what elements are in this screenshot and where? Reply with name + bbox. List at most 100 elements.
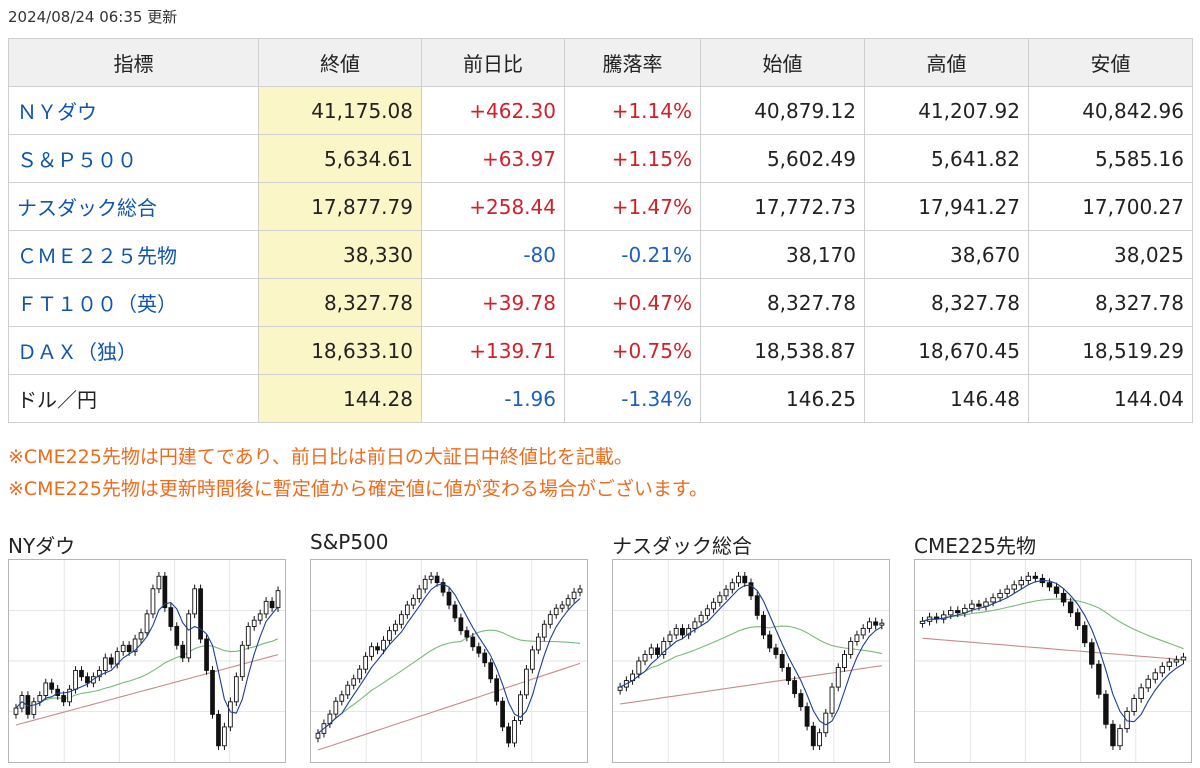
- cell-change: +258.44: [421, 182, 565, 231]
- cell-open: 5,602.49: [700, 134, 865, 183]
- candle: [144, 609, 150, 637]
- candle: [233, 672, 239, 707]
- chart-sp500[interactable]: [310, 559, 588, 763]
- candle: [79, 666, 84, 681]
- candle: [1152, 668, 1158, 684]
- candle: [767, 630, 773, 653]
- candle: [1011, 580, 1017, 594]
- candle: [630, 669, 636, 685]
- candle: [500, 697, 505, 732]
- cell-low: 38,025: [1028, 230, 1193, 279]
- moving-average-short: [619, 584, 883, 726]
- candle: [1117, 724, 1123, 750]
- candle: [67, 685, 72, 707]
- cell-rate: +1.15%: [564, 134, 701, 183]
- candle: [1032, 572, 1039, 583]
- candle: [661, 637, 667, 659]
- candle: [174, 622, 180, 650]
- candle: [792, 676, 798, 698]
- candle: [482, 648, 488, 667]
- cell-low: 144.04: [1028, 374, 1193, 423]
- candle: [842, 650, 847, 672]
- candle: [667, 630, 673, 646]
- cell-rate: +0.75%: [564, 326, 701, 375]
- candle: [729, 578, 735, 594]
- index-link[interactable]: ナスダック総合: [8, 182, 259, 231]
- candle: [315, 729, 321, 743]
- cell-high: 17,941.27: [864, 182, 1029, 231]
- cell-close: 38,330: [258, 230, 422, 279]
- candle: [198, 584, 203, 644]
- candle: [239, 641, 245, 681]
- candle: [96, 666, 102, 681]
- index-link[interactable]: Ｓ＆Ｐ５００: [8, 134, 259, 183]
- header-indicator: 指標: [8, 38, 259, 87]
- candle: [1145, 675, 1151, 693]
- cell-change: +39.78: [421, 278, 565, 327]
- chart-cme225[interactable]: [914, 559, 1192, 763]
- candle: [245, 622, 251, 650]
- index-link[interactable]: ＦＴ１００（英）: [8, 278, 259, 327]
- moving-average-short: [15, 601, 279, 714]
- candle: [120, 641, 126, 656]
- cell-open: 38,170: [700, 230, 865, 279]
- candle: [1096, 659, 1102, 699]
- candle: [919, 617, 926, 628]
- cell-high: 18,670.45: [864, 326, 1029, 375]
- candle: [617, 682, 623, 695]
- candlestick-svg: [9, 560, 285, 762]
- cell-low: 5,585.16: [1028, 134, 1193, 183]
- cell-low: 17,700.27: [1028, 182, 1193, 231]
- candle: [393, 620, 398, 635]
- moving-average-long: [15, 654, 279, 726]
- candle: [222, 722, 227, 750]
- candle: [636, 656, 642, 679]
- candle: [263, 597, 269, 619]
- candle: [679, 624, 685, 640]
- candle: [997, 589, 1003, 602]
- candle: [1131, 694, 1137, 716]
- cell-change: -80: [421, 230, 565, 279]
- index-name: ドル／円: [8, 374, 259, 423]
- header-high: 高値: [864, 38, 1029, 87]
- candle: [464, 626, 470, 642]
- candle: [251, 615, 257, 631]
- candle: [434, 572, 440, 587]
- moving-average-mid: [619, 625, 883, 688]
- candle: [156, 572, 162, 594]
- candle: [476, 642, 482, 658]
- cell-open: 17,772.73: [700, 182, 865, 231]
- candle: [748, 578, 754, 601]
- candle: [357, 665, 363, 683]
- candlestick-svg: [613, 560, 889, 762]
- index-link[interactable]: ＮＹダウ: [8, 86, 259, 135]
- cell-change: +63.97: [421, 134, 565, 183]
- header-change: 前日比: [421, 38, 565, 87]
- candle: [686, 624, 692, 640]
- index-link[interactable]: ＣＭＥ２２５先物: [8, 230, 259, 279]
- cell-change: +462.30: [421, 86, 565, 135]
- candle: [933, 612, 940, 624]
- candle: [1166, 657, 1173, 671]
- candle: [524, 665, 529, 700]
- candle: [642, 650, 648, 666]
- candle: [351, 674, 357, 690]
- cell-high: 8,327.78: [864, 278, 1029, 327]
- candle: [704, 604, 710, 620]
- candle: [446, 588, 452, 610]
- cell-close: 5,634.61: [258, 134, 422, 183]
- chart-nydow[interactable]: [8, 559, 286, 763]
- cell-close: 18,633.10: [258, 326, 422, 375]
- candle: [577, 584, 583, 597]
- candle: [1180, 652, 1187, 665]
- candle: [673, 624, 679, 640]
- table-row: ＦＴ１００（英） 8,327.78 +39.78 +0.47% 8,327.78 8,32…: [8, 278, 1193, 327]
- candle: [773, 643, 779, 659]
- chart-nasdaq[interactable]: [612, 559, 890, 763]
- candle: [736, 572, 741, 587]
- moving-average-long: [317, 662, 581, 751]
- note-cme-provisional: ※CME225先物は更新時間後に暫定値から確定値に値が変わる場合がございます。: [8, 478, 708, 500]
- index-link[interactable]: ＤＡＸ（独）: [8, 326, 259, 375]
- candle: [186, 609, 192, 663]
- candle: [512, 716, 517, 748]
